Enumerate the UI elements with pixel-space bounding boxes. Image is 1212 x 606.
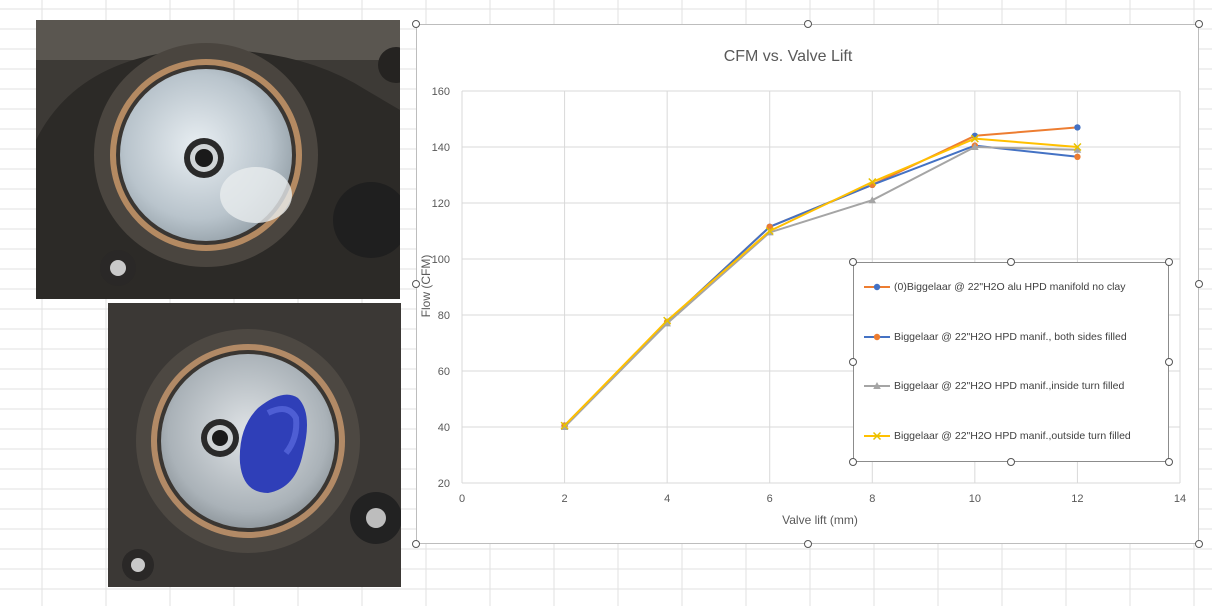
legend-swatch-inside-turn-filled (864, 382, 890, 389)
data-point-3-2 (765, 226, 774, 236)
data-point-3-5 (1073, 142, 1082, 152)
legend-swatch-both-sides-filled (864, 333, 890, 341)
y-tick-label: 120 (432, 198, 450, 210)
legend-item-no-clay[interactable]: (0)Biggelaar @ 22"H2O alu HPD manifold n… (864, 281, 1126, 293)
chart-resize-handle[interactable] (1195, 20, 1203, 28)
chart-resize-handle[interactable] (412, 20, 420, 28)
chart-title: CFM vs. Valve Lift (724, 48, 853, 65)
y-tick-label: 140 (432, 142, 450, 154)
legend-resize-handle[interactable] (1165, 358, 1173, 366)
legend-marker (872, 431, 882, 441)
data-point-3-1 (663, 316, 672, 325)
data-point-1-5 (1074, 153, 1081, 160)
legend-label-inside-turn-filled: Biggelaar @ 22"H2O HPD manif.,inside tur… (894, 380, 1125, 392)
data-point-2-5 (1073, 145, 1082, 153)
line-chart: CFM vs. Valve Lift Valve lift (mm) Flow … (419, 48, 1186, 527)
x-tick-label: 14 (1174, 493, 1186, 505)
y-axis-label: Flow (CFM) (419, 255, 433, 318)
legend-label-outside-turn-filled: Biggelaar @ 22"H2O HPD manif.,outside tu… (894, 430, 1131, 442)
valve-port-photo-unfilled (36, 20, 400, 299)
legend-swatch-outside-turn-filled (864, 431, 890, 441)
valve-port-photo-clay-filled (108, 303, 401, 587)
y-tick-label: 20 (438, 478, 450, 490)
chart-legend[interactable]: (0)Biggelaar @ 22"H2O alu HPD manifold n… (853, 262, 1169, 462)
chart-resize-handle[interactable] (803, 540, 812, 548)
data-point-2-3 (868, 196, 877, 204)
legend-item-outside-turn-filled[interactable]: Biggelaar @ 22"H2O HPD manif.,outside tu… (864, 430, 1131, 442)
x-tick-label: 4 (664, 493, 670, 505)
legend-resize-handle[interactable] (1007, 258, 1015, 266)
data-point-3-3 (868, 177, 877, 187)
legend-resize-handle[interactable] (849, 258, 857, 266)
x-tick-label: 0 (459, 493, 465, 505)
series-line-2 (563, 146, 1078, 428)
y-tick-label: 60 (438, 366, 450, 378)
y-tick-label: 40 (438, 422, 450, 434)
legend-label-no-clay: (0)Biggelaar @ 22"H2O alu HPD manifold n… (894, 281, 1126, 293)
legend-item-both-sides-filled[interactable]: Biggelaar @ 22"H2O HPD manif., both side… (864, 331, 1127, 343)
chart-resize-handle[interactable] (803, 20, 812, 28)
chart-resize-handle[interactable] (1195, 540, 1203, 548)
legend-resize-handle[interactable] (1165, 258, 1173, 266)
y-tick-label: 160 (432, 86, 450, 98)
chart-tick-labels: 0 2 4 6 8 10 12 14 20 40 60 80 100 120 140 160 (432, 86, 1186, 505)
data-point-3-4 (970, 134, 979, 143)
legend-swatch-no-clay (864, 283, 890, 291)
legend-resize-handle[interactable] (849, 458, 857, 466)
legend-resize-handle[interactable] (1165, 458, 1173, 466)
chart-series (560, 124, 1082, 430)
legend-marker (873, 333, 881, 341)
y-tick-label: 80 (438, 310, 450, 322)
x-tick-label: 8 (869, 493, 875, 505)
data-point-2-4 (971, 143, 979, 150)
data-point-3-0 (560, 421, 569, 430)
legend-resize-handle[interactable] (849, 358, 857, 366)
legend-marker (873, 382, 881, 389)
series-line-3 (563, 137, 1078, 427)
x-tick-label: 10 (969, 493, 981, 505)
chart-resize-handle[interactable] (412, 280, 420, 288)
legend-label-both-sides-filled: Biggelaar @ 22"H2O HPD manif., both side… (894, 331, 1127, 343)
x-tick-label: 2 (562, 493, 568, 505)
legend-resize-handle[interactable] (1007, 458, 1015, 466)
chart-resize-handle[interactable] (412, 540, 420, 548)
legend-item-inside-turn-filled[interactable]: Biggelaar @ 22"H2O HPD manif.,inside tur… (864, 380, 1124, 392)
chart-resize-handle[interactable] (1195, 280, 1203, 288)
legend-marker (873, 283, 881, 291)
x-axis-label: Valve lift (mm) (782, 513, 858, 527)
y-tick-label: 100 (432, 254, 450, 266)
series-3 (560, 134, 1082, 430)
x-tick-label: 6 (767, 493, 773, 505)
x-tick-label: 12 (1071, 493, 1083, 505)
data-point-0-5 (1074, 124, 1081, 131)
data-point-2-1 (663, 319, 671, 327)
